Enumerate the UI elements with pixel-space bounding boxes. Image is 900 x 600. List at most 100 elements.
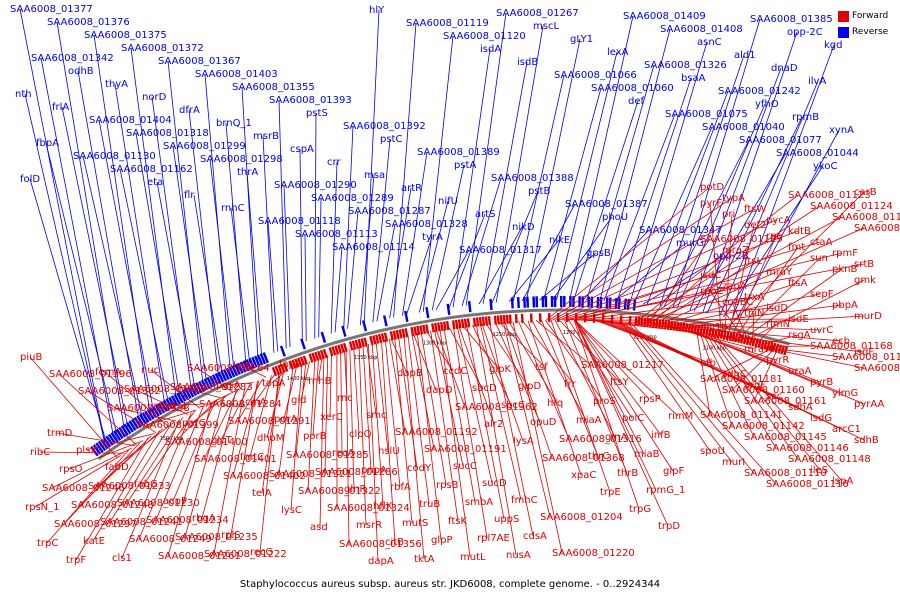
forward-gene-label: SAA6008_01124 — [810, 201, 893, 212]
reverse-feature — [131, 418, 140, 430]
forward-gene-label: SAA6008_01283 — [170, 382, 253, 393]
reverse-gene-label: SAA6008_01342 — [31, 53, 114, 64]
forward-feature — [354, 339, 360, 349]
forward-gene-label: sdhB — [854, 435, 879, 446]
forward-gene-label: femA — [95, 367, 121, 378]
reverse-gene-label: SAA6008_01120 — [443, 31, 526, 42]
reverse-feature — [123, 423, 132, 435]
forward-gene-label: thiN — [744, 308, 765, 319]
label-connector — [138, 412, 192, 540]
forward-feature — [422, 324, 427, 335]
label-connector — [719, 80, 819, 317]
forward-gene-label: fmt — [788, 242, 805, 253]
reverse-feature — [535, 296, 539, 308]
forward-feature — [454, 319, 459, 329]
forward-feature — [493, 315, 497, 325]
label-connector — [241, 86, 259, 360]
label-connector — [431, 164, 465, 311]
label-connector — [543, 87, 602, 301]
forward-gene-label: SAA6008_01356 — [339, 539, 422, 550]
reverse-feature — [550, 296, 554, 308]
label-connector — [119, 168, 169, 403]
forward-gene-label: gmk — [854, 275, 876, 286]
forward-gene-label: glpF — [663, 466, 684, 477]
forward-gene-label: SAA6008_01233 — [88, 481, 171, 492]
forward-feature — [628, 316, 632, 326]
forward-gene-label: SAA6008_01362 — [455, 402, 538, 413]
forward-gene-label: SAA6008_01110 — [744, 468, 827, 479]
label-connector — [109, 423, 172, 523]
label-connector — [307, 359, 316, 492]
forward-gene-label: SAA6008_01160 — [722, 385, 805, 396]
label-connector — [676, 103, 766, 309]
forward-gene-label: isdF — [854, 347, 874, 358]
label-connector — [213, 386, 246, 555]
label-connector — [466, 325, 505, 520]
reverse-feature — [516, 297, 520, 309]
forward-gene-label: trpE — [600, 487, 621, 498]
forward-gene-label: arcC1 — [832, 424, 861, 435]
forward-gene-label: rpl7AE — [477, 533, 510, 544]
forward-feature — [342, 342, 348, 353]
forward-feature — [383, 332, 389, 342]
label-connector — [593, 320, 865, 353]
forward-gene-label: opuD — [530, 417, 557, 428]
reverse-gene-label: tyrA — [422, 232, 443, 243]
forward-feature — [740, 334, 745, 344]
forward-gene-label: efb — [700, 358, 716, 369]
reverse-gene-label: asnC — [697, 37, 722, 48]
label-connector — [556, 51, 618, 301]
label-connector — [461, 177, 502, 307]
forward-gene-label: isdE — [788, 314, 809, 325]
label-connector — [278, 99, 287, 349]
forward-gene-label: xerC — [320, 412, 343, 423]
reverse-gene-label: SAA6008_01119 — [406, 18, 489, 29]
reverse-gene-label: SAA6008_01355 — [232, 82, 315, 93]
forward-gene-label: sucD — [482, 478, 507, 489]
reverse-gene-label: rnhC — [221, 203, 245, 214]
reverse-gene-label: SAA6008_01066 — [554, 70, 637, 81]
label-connector — [97, 428, 164, 487]
forward-gene-label: glcT — [211, 435, 233, 446]
forward-gene-label: thrB — [617, 468, 638, 479]
forward-gene-label: smbA — [465, 497, 493, 508]
label-connector — [696, 332, 711, 416]
forward-gene-label: SAA6008_01161 — [744, 396, 827, 407]
reverse-feature — [146, 409, 155, 420]
label-connector — [82, 155, 143, 418]
label-connector — [668, 315, 865, 329]
label-connector — [573, 319, 640, 510]
forward-gene-label: pgsA — [216, 380, 241, 391]
label-connector — [93, 34, 151, 414]
label-connector — [730, 235, 777, 340]
forward-gene-label: trpC — [37, 538, 58, 549]
reverse-gene-label: xynA — [829, 125, 854, 136]
label-connector — [92, 430, 160, 542]
forward-gene-label: SAA6008_01141 — [700, 410, 783, 421]
forward-gene-label: hflX — [373, 501, 393, 512]
forward-gene-label: truB — [419, 499, 440, 510]
forward-feature — [389, 331, 394, 341]
forward-gene-label: tktA — [414, 554, 435, 565]
forward-gene-label: sbcD — [472, 383, 497, 394]
forward-gene-label: murI — [722, 457, 745, 468]
forward-gene-label: thrC — [588, 451, 609, 462]
label-connector — [114, 83, 166, 405]
forward-gene-label: SAA6008_01249 — [129, 534, 212, 545]
reverse-gene-label: crr — [327, 157, 341, 168]
forward-gene-label: argF — [744, 380, 766, 391]
label-connector — [508, 239, 560, 302]
label-connector — [46, 449, 129, 544]
reverse-feature — [144, 410, 152, 422]
label-connector — [708, 334, 799, 460]
label-connector — [45, 142, 118, 435]
label-connector — [485, 323, 529, 387]
label-connector — [699, 332, 733, 427]
reverse-feature — [154, 404, 163, 416]
forward-gene-label: SAA6008_01126 — [832, 212, 900, 223]
reverse-feature — [120, 425, 129, 436]
forward-feature — [331, 346, 337, 356]
label-connector — [312, 358, 320, 437]
forward-gene-label: SAA6008_01400 — [165, 437, 248, 448]
reverse-feature — [248, 357, 255, 370]
